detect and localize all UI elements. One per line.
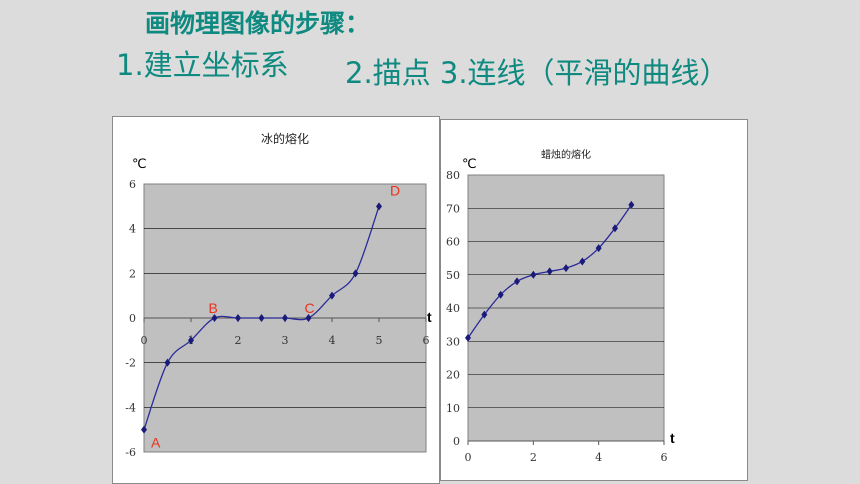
- data-point: [612, 224, 618, 233]
- y-tick-label: -4: [125, 401, 136, 414]
- data-point: [376, 202, 382, 211]
- y-tick-label: 70: [446, 202, 460, 215]
- y-tick-label: -6: [125, 446, 136, 459]
- y-tick-label: 40: [446, 302, 460, 315]
- chart-title: 蜡烛的熔化: [541, 148, 591, 161]
- point-label-d: D: [390, 182, 400, 198]
- y-tick-label: 20: [446, 369, 460, 382]
- data-point: [563, 264, 569, 273]
- y-tick-label: 60: [446, 236, 460, 249]
- y-tick-label: 30: [446, 335, 460, 348]
- data-point: [164, 358, 171, 367]
- x-tick-label: 4: [329, 334, 336, 347]
- x-tick-label: 0: [465, 451, 472, 464]
- data-point: [352, 269, 359, 278]
- x-tick-label: 3: [282, 334, 289, 347]
- x-tick-label: 2: [530, 451, 537, 464]
- data-point: [546, 267, 553, 276]
- data-point: [481, 310, 488, 319]
- data-point: [514, 277, 520, 286]
- data-point: [188, 336, 194, 345]
- data-point: [305, 314, 312, 322]
- wax-melting-chart-panel: 蜡烛的熔化 0 10 20 30 40 50 60 70 80 0 2 4 6 ℃ t: [440, 119, 748, 481]
- y-tick-label: 50: [446, 269, 460, 282]
- wax-melting-chart: 蜡烛的熔化 0 10 20 30 40 50 60 70 80 0 2 4 6 ℃ t: [446, 148, 675, 464]
- y-axis-label: ℃: [462, 156, 477, 171]
- x-tick-label: 6: [661, 451, 668, 464]
- y-tick-label: 0: [129, 312, 136, 325]
- point-label-a: A: [151, 435, 161, 451]
- x-tick-label: 6: [423, 334, 430, 347]
- data-point: [595, 244, 602, 253]
- y-tick-label: 2: [129, 267, 136, 280]
- data-point: [211, 314, 218, 322]
- data-point: [141, 425, 147, 434]
- step-2-3-text: 2.描点 3.连线（平滑的曲线）: [345, 56, 729, 90]
- y-tick-label: 80: [446, 169, 460, 182]
- x-tick-label: 4: [595, 451, 602, 464]
- x-tick-label: 2: [235, 334, 242, 347]
- step-1-text: 1.建立坐标系: [116, 48, 289, 82]
- data-point: [530, 270, 537, 279]
- x-axis-label: t: [670, 430, 675, 446]
- point-label-b: B: [209, 300, 218, 316]
- y-tick-label: 6: [129, 178, 136, 191]
- y-tick-label: 10: [446, 402, 460, 415]
- y-tick-label: 0: [453, 435, 460, 448]
- data-point: [465, 333, 471, 342]
- page-heading: 画物理图像的步骤：: [145, 9, 371, 38]
- data-point: [258, 314, 265, 322]
- data-point: [628, 200, 635, 209]
- x-tick-label: 5: [376, 334, 383, 347]
- data-point: [235, 314, 241, 322]
- y-axis-label: ℃: [132, 156, 147, 171]
- point-label-c: C: [305, 300, 315, 316]
- data-point: [329, 291, 335, 300]
- x-axis-label: t: [427, 309, 432, 325]
- data-point: [282, 314, 288, 322]
- x-tick-label: 0: [141, 334, 148, 347]
- chart-title: 冰的熔化: [261, 131, 309, 146]
- y-tick-label: -2: [125, 357, 136, 370]
- data-point: [497, 290, 504, 299]
- y-tick-label: 4: [129, 223, 136, 236]
- data-point: [579, 257, 586, 266]
